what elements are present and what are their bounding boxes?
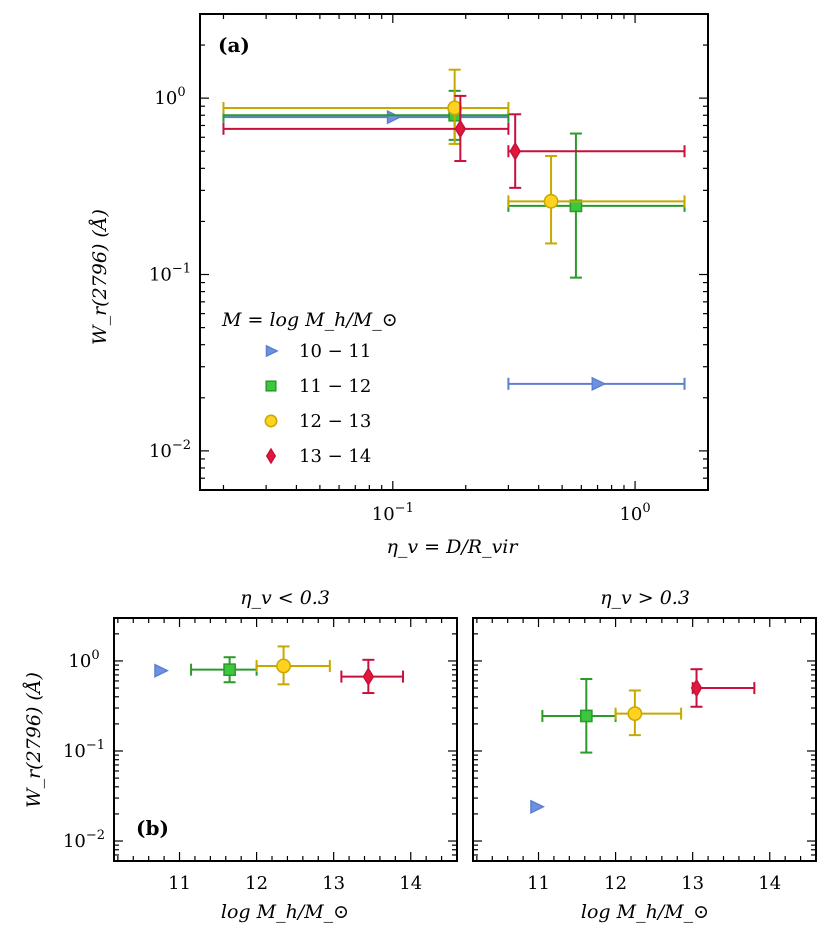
y-tick-label: 10−2 bbox=[149, 438, 191, 462]
legend: 10 − 11 11 − 12 12 − 13 13 − 14 bbox=[264, 341, 371, 467]
y-axis-label-b: W_r(2796) (Å) bbox=[23, 672, 45, 808]
series-12-13-point bbox=[276, 658, 291, 674]
y-tick-label: 10−2 bbox=[63, 828, 105, 852]
series-10-11-point bbox=[386, 110, 402, 125]
title-b-right: η_v > 0.3 bbox=[600, 587, 690, 609]
axes-frame bbox=[472, 617, 817, 862]
series-11-12-point bbox=[579, 709, 593, 723]
panel-b-left: 10−2 10−1 100 11 12 13 14 bbox=[63, 617, 458, 894]
x-tick-label: 14 bbox=[758, 873, 781, 894]
x-tick-label: 12 bbox=[245, 873, 268, 894]
legend-marker-13-14 bbox=[265, 447, 277, 465]
series-11-12-point bbox=[223, 663, 236, 677]
series-12-13-point bbox=[543, 193, 559, 209]
axes-frame bbox=[113, 617, 458, 862]
y-tick-label: 100 bbox=[68, 648, 99, 672]
y-tick-label: 10−1 bbox=[63, 738, 105, 762]
title-b-left: η_v < 0.3 bbox=[240, 587, 330, 609]
legend-marker-10-11 bbox=[265, 344, 279, 358]
x-tick-label: 13 bbox=[681, 873, 704, 894]
panel-a: 10−2 10−1 100 10−1 100 bbox=[149, 13, 709, 525]
series-10-11-point bbox=[154, 663, 169, 678]
series-12-13-point bbox=[627, 706, 643, 722]
x-tick-label: 11 bbox=[168, 873, 191, 894]
legend-label-11-12: 11 − 12 bbox=[299, 376, 371, 397]
y-axis-label-a: W_r(2796) (Å) bbox=[89, 209, 111, 345]
series-10-11-point bbox=[591, 376, 607, 391]
legend-marker-11-12 bbox=[265, 380, 277, 392]
panel-b-right: 11 12 13 14 bbox=[472, 617, 817, 894]
legend-title: M = log M_h/M_⊙ bbox=[221, 309, 398, 331]
y-tick-label: 10−1 bbox=[149, 262, 191, 286]
series-13-14-point bbox=[454, 119, 467, 139]
legend-label-13-14: 13 − 14 bbox=[299, 446, 371, 467]
x-tick-label: 11 bbox=[527, 873, 550, 894]
x-tick-label: 13 bbox=[322, 873, 345, 894]
panel-a-label: (a) bbox=[218, 33, 250, 57]
panel-b-label: (b) bbox=[136, 816, 169, 840]
x-tick-label: 10−1 bbox=[372, 501, 414, 525]
x-axis-label-b-right: log M_h/M_⊙ bbox=[581, 901, 709, 923]
legend-label-10-11: 10 − 11 bbox=[299, 341, 371, 362]
x-tick-label: 12 bbox=[604, 873, 627, 894]
series-13-14-point bbox=[509, 141, 521, 161]
x-axis-label-b-left: log M_h/M_⊙ bbox=[221, 901, 349, 923]
x-tick-label: 100 bbox=[619, 501, 650, 525]
series-10-11-point bbox=[530, 799, 545, 814]
series-12-13-point bbox=[447, 100, 463, 116]
y-tick-label: 100 bbox=[154, 85, 185, 109]
legend-label-12-13: 12 − 13 bbox=[299, 411, 371, 432]
series-13-14-point bbox=[362, 667, 375, 687]
x-tick-label: 14 bbox=[399, 873, 422, 894]
axes-frame bbox=[199, 13, 709, 491]
x-axis-label-a: η_v = D/R_vir bbox=[387, 536, 520, 558]
legend-marker-12-13 bbox=[264, 414, 278, 428]
series-13-14-point bbox=[690, 678, 703, 698]
series-11-12-point bbox=[569, 199, 583, 213]
